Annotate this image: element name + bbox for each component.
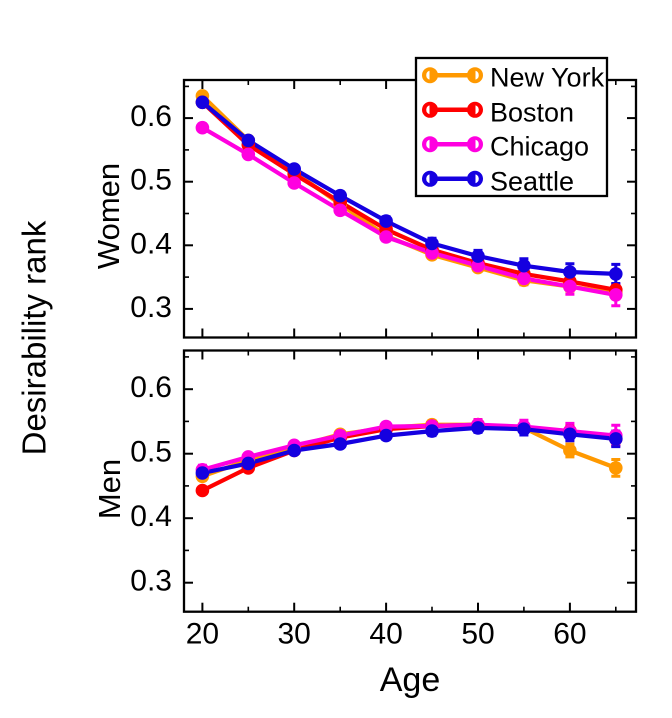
svg-text:Men: Men (92, 459, 127, 519)
svg-text:Women: Women (91, 163, 126, 269)
svg-text:Age: Age (380, 661, 441, 699)
svg-text:Desirability rank: Desirability rank (16, 220, 53, 455)
